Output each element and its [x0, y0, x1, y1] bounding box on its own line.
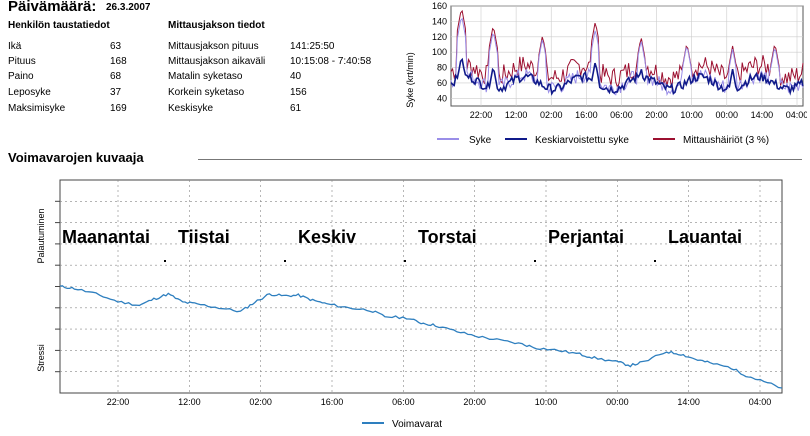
- period-label: Mittausjakson aikaväli: [168, 56, 266, 67]
- hr-xtick-label: 22:00: [470, 110, 493, 120]
- period-label: Keskisyke: [168, 103, 214, 114]
- rs-day-label: Keskiv: [298, 227, 356, 247]
- period-value: 61: [290, 103, 302, 114]
- rs-xtick-label: 02:00: [249, 397, 272, 407]
- person-info-title: Henkilön taustatiedot: [8, 20, 110, 31]
- hr-ytick-label: 140: [432, 16, 447, 26]
- date-label: Päivämäärä:: [8, 0, 97, 15]
- section-divider: [198, 159, 802, 160]
- hr-xtick-label: 04:00: [786, 110, 807, 120]
- rs-day-marker: [404, 260, 406, 262]
- hr-xtick-label: 06:00: [610, 110, 633, 120]
- hr-ytick-label: 120: [432, 32, 447, 42]
- rs-day-marker: [534, 260, 536, 262]
- rs-ylabel-bottom: Stressi: [36, 344, 46, 372]
- person-value: 169: [110, 103, 127, 114]
- person-label: Maksimisyke: [8, 103, 66, 114]
- date-value: 26.3.2007: [106, 2, 151, 13]
- resource-chart-title: Voimavarojen kuvaaja: [8, 150, 144, 165]
- rs-ylabel-top: Palautuminen: [36, 208, 46, 263]
- rs-xtick-label: 20:00: [463, 397, 486, 407]
- person-value: 168: [110, 56, 127, 67]
- period-value: 156: [290, 87, 307, 98]
- period-value: 10:15:08 - 7:40:58: [290, 56, 372, 67]
- rs-xtick-label: 10:00: [535, 397, 558, 407]
- period-label: Korkein syketaso: [168, 87, 245, 98]
- rs-day-label: Torstai: [418, 227, 477, 247]
- legend-syke-label: Syke: [469, 135, 492, 146]
- resource-chart: 22:00 12:00 02:00 16:00 06:00 20:00 10:00 00:00…: [36, 179, 783, 430]
- hr-legend: Syke Keskiarvoistettu syke Mittaushäiriö…: [437, 135, 769, 146]
- period-info-title: Mittausjakson tiedot: [168, 20, 265, 31]
- rs-day-marker: [284, 260, 286, 262]
- hr-ytick-label: 100: [432, 47, 447, 57]
- period-value: 40: [290, 71, 302, 82]
- hr-xtick-label: 10:00: [680, 110, 703, 120]
- person-value: 63: [110, 41, 122, 52]
- hr-series-line: [450, 17, 804, 97]
- rs-xtick-label: 22:00: [107, 397, 130, 407]
- period-value: 141:25:50: [290, 41, 335, 52]
- rs-xtick-label: 06:00: [392, 397, 415, 407]
- rs-day-marker: [654, 260, 656, 262]
- hr-plot-frame: [450, 5, 804, 107]
- hr-ytick-label: 40: [437, 93, 447, 103]
- person-label: Ikä: [8, 41, 22, 52]
- rs-legend: Voimavarat: [362, 419, 442, 430]
- rs-day-label: Maanantai: [62, 227, 150, 247]
- person-value: 68: [110, 71, 122, 82]
- hr-xtick-label: 16:00: [575, 110, 598, 120]
- hr-xtick-label: 12:00: [505, 110, 528, 120]
- legend-avg-label: Keskiarvoistettu syke: [535, 135, 629, 146]
- person-label: Paino: [8, 71, 34, 82]
- hr-ytick-label: 80: [437, 63, 447, 73]
- hr-xtick-label: 14:00: [751, 110, 774, 120]
- rs-day-label: Perjantai: [548, 227, 624, 247]
- hr-ytick-label: 160: [432, 1, 447, 11]
- rs-xtick-label: 16:00: [321, 397, 344, 407]
- legend-noise-label: Mittaushäiriöt (3 %): [683, 135, 769, 146]
- period-label: Matalin syketaso: [168, 71, 243, 82]
- person-label: Pituus: [8, 56, 36, 67]
- rs-day-label: Lauantai: [668, 227, 742, 247]
- rs-xtick-label: 12:00: [178, 397, 201, 407]
- rs-xtick-label: 14:00: [677, 397, 700, 407]
- rs-xtick-label: 00:00: [606, 397, 629, 407]
- rs-day-marker: [164, 260, 166, 262]
- hr-ytick-label: 60: [437, 78, 447, 88]
- period-label: Mittausjakson pituus: [168, 41, 259, 52]
- hr-xtick-label: 00:00: [716, 110, 739, 120]
- rs-series-line: [59, 285, 783, 389]
- hr-xtick-label: 02:00: [540, 110, 563, 120]
- rs-day-label: Tiistai: [178, 227, 230, 247]
- person-value: 37: [110, 87, 122, 98]
- hr-series-line: [450, 57, 804, 96]
- hr-ylabel: Syke (krt/min): [405, 52, 415, 108]
- hr-xtick-label: 20:00: [645, 110, 668, 120]
- hr-series-line: [450, 9, 804, 89]
- legend-voimavarat-label: Voimavarat: [392, 419, 442, 430]
- person-label: Leposyke: [8, 87, 51, 98]
- rs-xtick-label: 04:00: [749, 397, 772, 407]
- heart-rate-chart: 40 60 80 100 120 140 160 22:00 12:00 02:00 16:00 06…: [405, 1, 807, 146]
